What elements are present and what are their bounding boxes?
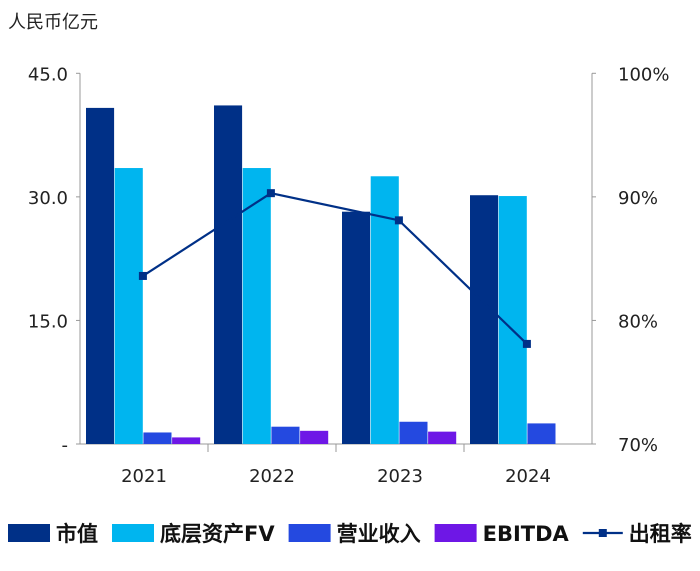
bar-EBITDA-2023 bbox=[428, 431, 457, 444]
bar-底层资产FV-2021 bbox=[114, 168, 143, 445]
legend-swatch-市值 bbox=[8, 524, 50, 542]
bar-市值-2022 bbox=[214, 105, 243, 444]
bar-市值-2021 bbox=[86, 107, 115, 444]
legend-swatch-底层资产FV bbox=[112, 524, 154, 542]
bar-营业收入-2023 bbox=[399, 421, 428, 444]
point-出租率-2021 bbox=[138, 271, 147, 280]
legend-label-营业收入: 营业收入 bbox=[337, 522, 421, 546]
right-tick-label: 70% bbox=[618, 435, 658, 456]
left-tick-label: 45.0 bbox=[28, 64, 68, 85]
x-tick-label: 2022 bbox=[249, 466, 295, 487]
left-tick-label: - bbox=[62, 435, 69, 456]
right-tick-label: 100% bbox=[618, 64, 669, 85]
legend-swatch-EBITDA bbox=[434, 524, 477, 542]
bar-底层资产FV-2022 bbox=[242, 168, 271, 445]
bar-EBITDA-2021 bbox=[172, 437, 201, 444]
point-出租率-2022 bbox=[266, 189, 275, 198]
bar-市值-2023 bbox=[342, 211, 371, 444]
point-出租率-2024 bbox=[522, 339, 531, 348]
legend-label-EBITDA: EBITDA bbox=[483, 522, 570, 546]
right-tick-label: 80% bbox=[618, 311, 658, 332]
bar-底层资产FV-2023 bbox=[370, 176, 399, 444]
legend-swatch-marker bbox=[598, 529, 607, 537]
bar-营业收入-2021 bbox=[143, 432, 172, 444]
legend-label-市值: 市值 bbox=[56, 522, 98, 546]
left-tick-label: 30.0 bbox=[28, 188, 68, 209]
x-tick-label: 2021 bbox=[121, 466, 167, 487]
point-出租率-2023 bbox=[394, 216, 403, 225]
bar-EBITDA-2022 bbox=[300, 430, 329, 444]
legend-label-出租率: 出租率 bbox=[629, 522, 692, 546]
legend-swatch-营业收入 bbox=[288, 524, 331, 542]
line-出租率 bbox=[142, 191, 528, 345]
x-tick-label: 2024 bbox=[505, 466, 551, 487]
bar-营业收入-2022 bbox=[271, 426, 300, 444]
unit-label: 人民币亿元 bbox=[8, 12, 98, 33]
bar-营业收入-2024 bbox=[527, 423, 556, 444]
bar-市值-2024 bbox=[470, 195, 499, 444]
left-tick-label: 15.0 bbox=[28, 311, 68, 332]
x-tick-label: 2023 bbox=[377, 466, 423, 487]
right-tick-label: 90% bbox=[618, 188, 658, 209]
legend-label-底层资产FV: 底层资产FV bbox=[160, 522, 275, 546]
